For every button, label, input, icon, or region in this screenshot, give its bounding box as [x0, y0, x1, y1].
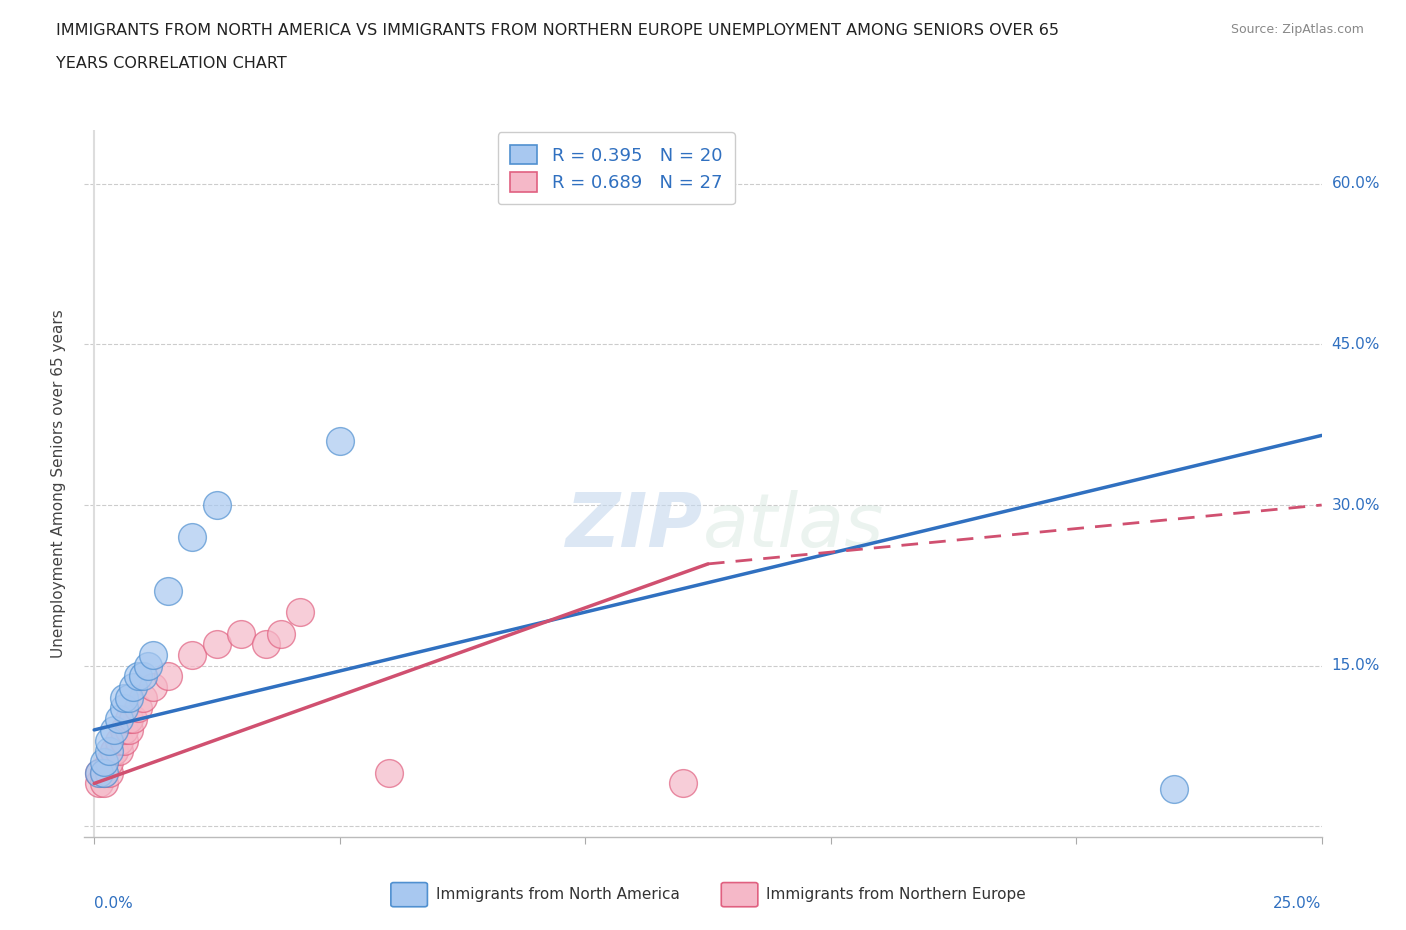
Point [103, 723, 125, 737]
Point [136, 658, 159, 673]
Point [97, 744, 120, 759]
Point [112, 733, 135, 748]
Point [87, 776, 110, 790]
Text: 25.0%: 25.0% [1274, 896, 1322, 910]
Point [112, 690, 135, 705]
Point [112, 701, 135, 716]
Point [122, 680, 145, 695]
Point [132, 669, 155, 684]
Point [87, 765, 110, 780]
Point [132, 690, 155, 705]
Point [270, 626, 292, 641]
Point [117, 723, 139, 737]
Point [181, 647, 204, 662]
Point [107, 744, 129, 759]
Point [107, 733, 129, 748]
Point [1163, 781, 1185, 796]
Text: YEARS CORRELATION CHART: YEARS CORRELATION CHART [56, 56, 287, 71]
Text: ZIP: ZIP [565, 489, 703, 563]
Point [205, 498, 228, 512]
Point [378, 765, 401, 780]
Point [93, 776, 115, 790]
Text: 30.0%: 30.0% [1331, 498, 1379, 512]
Point [93, 765, 115, 780]
Text: 15.0%: 15.0% [1331, 658, 1379, 673]
Point [97, 765, 120, 780]
Text: IMMIGRANTS FROM NORTH AMERICA VS IMMIGRANTS FROM NORTHERN EUROPE UNEMPLOYMENT AM: IMMIGRANTS FROM NORTH AMERICA VS IMMIGRA… [56, 23, 1059, 38]
Point [181, 530, 204, 545]
Point [97, 733, 120, 748]
Point [127, 669, 149, 684]
Legend: R = 0.395   N = 20, R = 0.689   N = 27: R = 0.395 N = 20, R = 0.689 N = 27 [498, 132, 735, 205]
Point [93, 754, 115, 769]
Text: Immigrants from North America: Immigrants from North America [436, 887, 679, 902]
Y-axis label: Unemployment Among Seniors over 65 years: Unemployment Among Seniors over 65 years [51, 309, 66, 658]
Point [103, 744, 125, 759]
Text: 0.0%: 0.0% [94, 896, 134, 910]
Point [329, 433, 352, 448]
Point [205, 637, 228, 652]
Point [290, 604, 312, 619]
Point [93, 765, 115, 780]
Text: 45.0%: 45.0% [1331, 337, 1379, 352]
Text: 60.0%: 60.0% [1331, 177, 1379, 192]
Point [87, 765, 110, 780]
Point [97, 754, 120, 769]
Point [122, 711, 145, 726]
Point [117, 711, 139, 726]
Point [117, 690, 139, 705]
Point [142, 680, 165, 695]
Point [231, 626, 253, 641]
Point [254, 637, 277, 652]
Point [156, 669, 179, 684]
Text: Immigrants from Northern Europe: Immigrants from Northern Europe [766, 887, 1026, 902]
Point [672, 776, 695, 790]
Point [107, 711, 129, 726]
Point [127, 701, 149, 716]
Point [112, 723, 135, 737]
Point [103, 744, 125, 759]
Point [156, 583, 179, 598]
Point [142, 647, 165, 662]
Text: atlas: atlas [703, 490, 884, 562]
Text: Source: ZipAtlas.com: Source: ZipAtlas.com [1230, 23, 1364, 36]
